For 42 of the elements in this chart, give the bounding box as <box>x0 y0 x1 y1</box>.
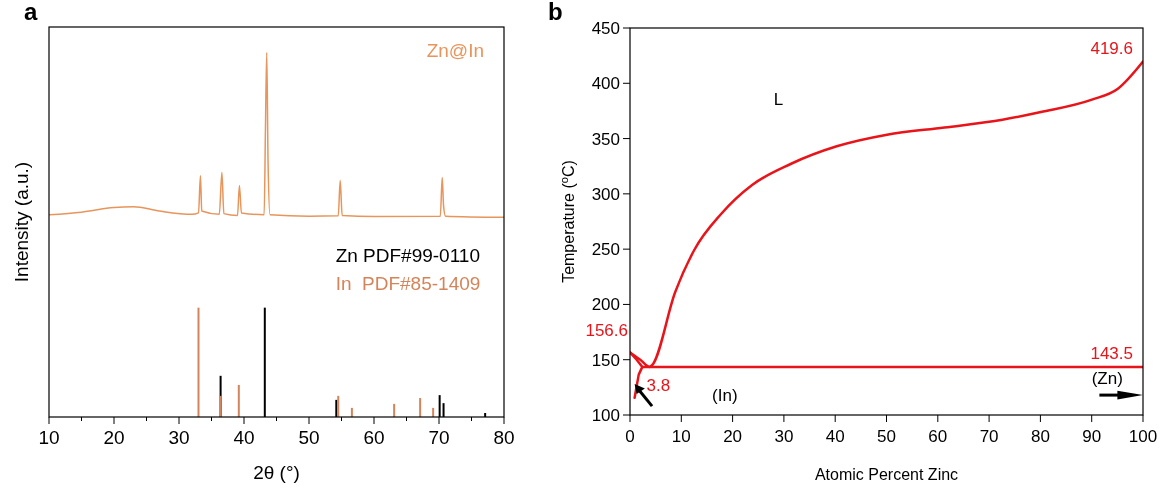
x-tick-label: 70 <box>428 427 450 448</box>
x-tick-label: 0 <box>625 427 635 446</box>
annotation: 3.8 <box>646 375 671 395</box>
y-tick-label: 450 <box>591 19 620 38</box>
y-tick-label: 200 <box>591 295 620 315</box>
y-tick-label: 350 <box>591 129 620 149</box>
annotation: 419.6 <box>1090 38 1133 58</box>
annotation: 143.5 <box>1090 343 1133 363</box>
x-tick-label: 30 <box>168 427 190 448</box>
x-tick-label: 10 <box>38 427 60 448</box>
x-tick-label: 90 <box>1082 427 1102 446</box>
x-tick-label: 30 <box>774 427 794 446</box>
x-tick-label: 60 <box>928 427 948 446</box>
text: Zn PDF#99-0110 <box>335 245 480 266</box>
y-tick-label: 400 <box>591 74 620 94</box>
x-tick-label: 40 <box>825 427 845 446</box>
chart-title: a <box>24 0 38 25</box>
y-axis-title: Intensity (a.u.) <box>11 161 32 283</box>
chart-title: b <box>548 0 563 25</box>
x-axis-title: Atomic Percent Zinc <box>814 466 959 483</box>
annotation: (In) <box>712 386 738 406</box>
x-axis-title: 2θ (°) <box>253 462 300 483</box>
x-tick-label: 100 <box>1128 427 1158 446</box>
annotation: (Zn) <box>1091 369 1123 389</box>
x-tick-label: 40 <box>233 427 255 448</box>
x-tick-label: 10 <box>671 427 691 446</box>
text: In PDF#85-1409 <box>335 273 481 294</box>
x-tick-label: 20 <box>723 427 743 446</box>
text: Zn@In <box>426 40 484 61</box>
x-tick-label: 50 <box>298 427 320 448</box>
x-tick-label: 50 <box>877 427 896 446</box>
y-tick-label: 250 <box>591 240 620 260</box>
y-tick-label: 300 <box>591 184 620 204</box>
x-tick-label: 80 <box>493 427 515 448</box>
x-tick-label: 20 <box>103 427 125 448</box>
annotation: 156.6 <box>585 321 628 341</box>
y-tick-label: 150 <box>591 350 620 370</box>
y-tick-label: 100 <box>591 406 620 425</box>
x-tick-label: 80 <box>1030 427 1050 446</box>
x-tick-label: 70 <box>979 427 999 446</box>
annotation: L <box>773 90 784 110</box>
x-tick-label: 60 <box>363 427 385 448</box>
